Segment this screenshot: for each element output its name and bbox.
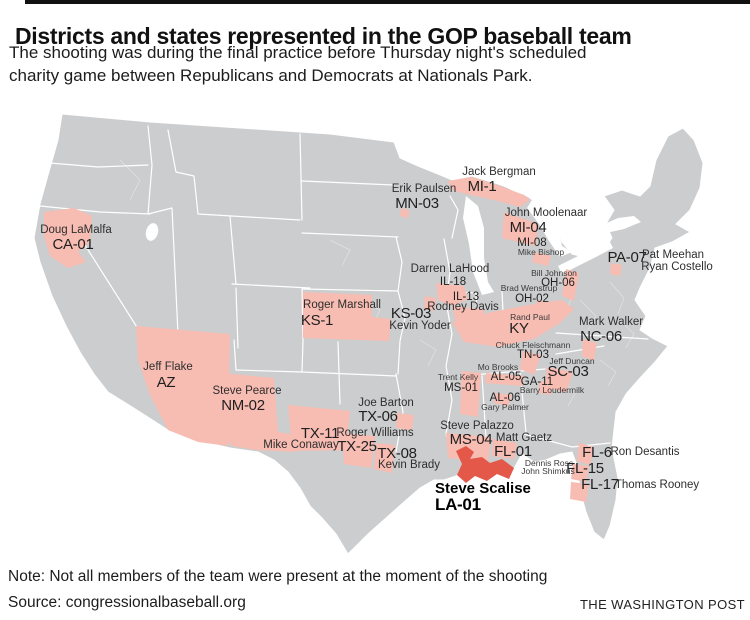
district-tx-06 [396, 413, 414, 430]
district-ks-1 [303, 292, 391, 341]
lake-huron [527, 200, 572, 257]
district-tx-25 [342, 433, 375, 468]
district-nm-02 [212, 372, 298, 452]
district-az [136, 326, 230, 446]
district-fl-17 [570, 482, 589, 502]
district-tx-08 [374, 443, 395, 473]
district-mi-04 [502, 212, 538, 246]
district-la-01-highlight [456, 446, 514, 483]
page-title: Districts and states represented in the … [15, 23, 632, 50]
subtitle-line-2: charity game between Republicans and Dem… [9, 66, 533, 85]
district-mi-1 [448, 177, 530, 207]
subtitle-line-1: The shooting was during the final practi… [9, 43, 587, 62]
district-mi-08 [532, 252, 551, 266]
district-tn-03 [520, 351, 541, 375]
source-line: Source: congressionalbaseball.org [8, 594, 246, 611]
district-ky [452, 300, 574, 347]
district-ms-04 [446, 433, 491, 462]
publisher-wordmark: THE WASHINGTON POST [579, 597, 745, 612]
district-oh-06 [562, 269, 579, 301]
district-fl-6 [577, 443, 594, 465]
district-ca-01 [44, 208, 92, 268]
lake-ontario [600, 216, 641, 233]
district-il-18 [436, 283, 468, 306]
district-ga-11 [538, 381, 554, 395]
page-subtitle: The shooting was during the final practi… [9, 41, 587, 87]
highlighted-districts [44, 177, 622, 502]
lake-michigan [463, 196, 494, 295]
lake-erie [558, 242, 613, 274]
district-pa-07 [610, 263, 622, 276]
district-al-06 [494, 393, 512, 406]
district-ks-03 [424, 296, 436, 311]
district-fl-15 [571, 464, 589, 482]
great-salt-lake [145, 223, 159, 241]
district-fl-01 [492, 439, 517, 459]
district-nc-06 [582, 339, 597, 361]
footnote: Note: Not all members of the team were p… [8, 568, 548, 585]
district-mn-03 [400, 208, 409, 218]
great-lakes [145, 136, 641, 295]
top-rule [25, 0, 750, 4]
district-tx-11 [288, 405, 350, 451]
district-ms-01 [460, 371, 481, 417]
lake-superior [398, 136, 528, 196]
district-al-05 [485, 373, 524, 386]
